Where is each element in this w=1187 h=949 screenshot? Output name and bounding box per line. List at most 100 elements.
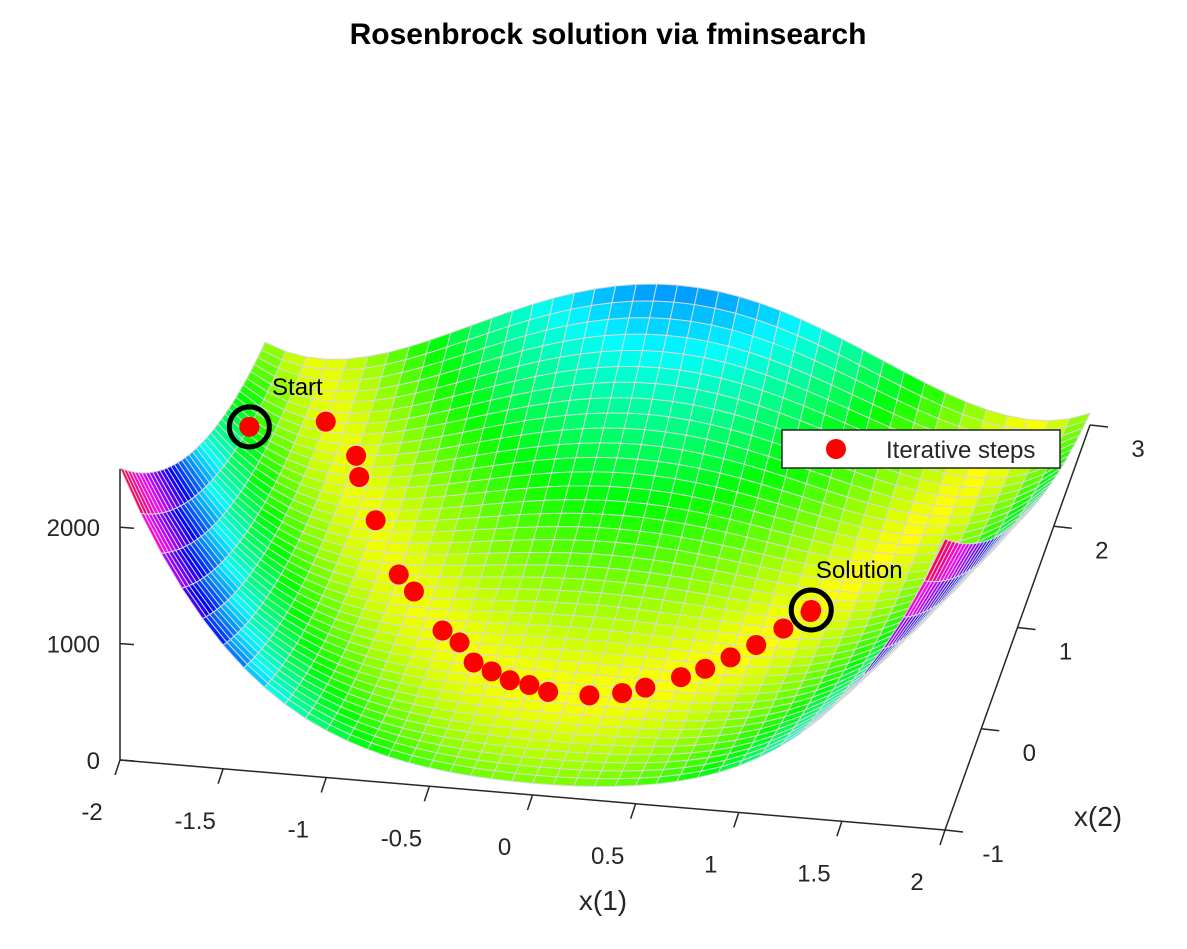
x-tick-label: -1 — [288, 817, 309, 844]
surface-patch — [960, 476, 987, 489]
surface-patch — [490, 599, 516, 613]
surface-patch — [552, 601, 578, 616]
surface-patch — [580, 578, 606, 594]
surface-patch — [510, 600, 537, 614]
step-point — [635, 677, 656, 698]
surface-patch — [483, 622, 509, 636]
surface-patch — [501, 564, 527, 578]
surface-patch — [567, 471, 594, 487]
surface-patch — [617, 350, 644, 368]
surface-patch — [544, 625, 571, 639]
surface-patch — [332, 390, 358, 403]
surface-patch — [641, 333, 668, 353]
step-point — [746, 634, 767, 655]
surface-patch — [435, 576, 462, 589]
surface-patch — [666, 318, 692, 339]
surface-patch — [673, 284, 699, 306]
y-tick — [944, 829, 964, 833]
x-tick — [320, 777, 327, 793]
surface-patch — [529, 539, 555, 553]
surface-patch — [604, 753, 631, 764]
surface-patch — [771, 647, 798, 659]
surface-patch — [632, 283, 658, 302]
surface-patch — [531, 774, 558, 786]
surface-patch — [639, 718, 666, 730]
surface-patch — [640, 429, 667, 448]
surface-patch — [598, 716, 625, 729]
surface-patch — [576, 590, 603, 606]
surface-patch — [775, 637, 802, 650]
surface-patch — [628, 300, 654, 319]
step-point — [579, 685, 600, 706]
surface-patch — [556, 512, 583, 528]
x-tick-label: 1.5 — [797, 860, 830, 887]
surface-patch — [342, 422, 368, 435]
surface-patch — [408, 531, 435, 544]
surface-patch — [520, 635, 547, 649]
surface-patch — [541, 636, 567, 651]
surface-patch — [514, 588, 541, 602]
surface-patch — [594, 527, 621, 543]
surface-patch — [581, 499, 607, 515]
surface-patch — [573, 526, 600, 542]
surface-patch — [634, 366, 660, 385]
x-tick — [423, 786, 431, 802]
surface-patch — [598, 513, 624, 530]
step-point — [670, 667, 691, 688]
z-tick — [119, 526, 135, 529]
surface-patch — [532, 526, 559, 541]
surface-patch — [388, 531, 414, 544]
x-tick — [526, 794, 534, 811]
surface-patch — [518, 576, 544, 591]
surface-patch — [644, 414, 670, 433]
step-point — [346, 445, 367, 466]
surface-patch — [609, 471, 635, 489]
step-point — [695, 658, 716, 679]
step-point — [519, 675, 540, 696]
surface-patch — [597, 770, 624, 780]
x-tick-label: 0.5 — [591, 843, 624, 870]
surface-patch — [428, 597, 455, 611]
surface-patch — [658, 351, 685, 371]
surface-patch — [619, 427, 646, 446]
surface-patch — [563, 565, 589, 580]
surface-patch — [338, 433, 365, 446]
surface-patch — [452, 587, 479, 601]
surface-patch — [615, 727, 642, 739]
surface-patch — [560, 499, 587, 514]
x-tick — [733, 812, 740, 828]
surface-patch — [652, 283, 679, 303]
x-tick — [836, 821, 843, 837]
surface-patch — [476, 576, 503, 590]
surface-patch — [432, 586, 458, 600]
surface-patch — [1023, 419, 1050, 431]
surface-patch — [500, 634, 526, 648]
surface-patch — [607, 554, 634, 571]
surface-patch — [587, 553, 613, 569]
surface-patch — [572, 777, 599, 787]
surface-patch — [572, 603, 599, 618]
surface-patch — [627, 397, 653, 416]
annotation-label: Start — [272, 374, 323, 401]
step-point — [538, 681, 559, 702]
surface-patch — [626, 698, 652, 711]
surface-patch — [548, 613, 575, 628]
surface-patch — [590, 540, 617, 556]
x-tick — [939, 829, 946, 846]
surface-patch — [601, 499, 628, 517]
surface-patch — [605, 485, 632, 503]
surface-patch — [328, 401, 355, 414]
surface-patch — [716, 684, 742, 695]
x-tick-label: -2 — [81, 799, 102, 826]
surface-patch — [577, 512, 604, 529]
y-tick-label: 1 — [1059, 639, 1072, 666]
surface-patch — [583, 752, 610, 764]
y-tick-label: 2 — [1095, 537, 1108, 564]
surface-patch — [584, 485, 611, 501]
x-tick — [629, 803, 637, 819]
surface-patch — [646, 699, 673, 712]
step-point — [449, 632, 470, 653]
surface-patch — [618, 515, 645, 532]
surface-patch — [691, 692, 718, 704]
surface-patch — [559, 577, 586, 593]
